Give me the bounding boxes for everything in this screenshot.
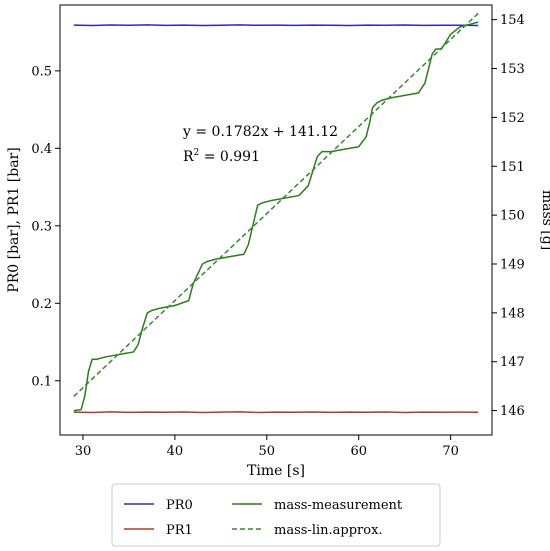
plot-frame — [59, 4, 493, 436]
y-left-tick-label-0: 0.1 — [31, 374, 52, 389]
y-right-tick-label-2: 148 — [500, 306, 525, 321]
series-line-pr1 — [73, 411, 479, 414]
series-layer — [73, 12, 479, 414]
r2-superscript: 2 — [194, 148, 200, 158]
axes-layer: 30 40 50 60 70 0.1 0.2 0.3 0.4 0.5 146 147 148 149 150… — [31, 13, 525, 459]
legend-label-mass-measurement: mass-measurement — [274, 498, 403, 513]
legend-label-pr0: PR0 — [166, 498, 193, 513]
x-axis-label: Time [s] — [247, 463, 305, 479]
series-line-pr0 — [73, 24, 479, 27]
y-right-tick-label-0: 146 — [500, 404, 525, 419]
x-tick-label-0: 30 — [75, 444, 92, 459]
y-right-tick-label-3: 149 — [500, 257, 525, 272]
y-left-tick-label-4: 0.5 — [31, 64, 52, 79]
y-left-tick-label-2: 0.3 — [31, 219, 52, 234]
y-right-tick-label-6: 152 — [500, 111, 525, 126]
legend-box — [111, 483, 441, 547]
y-right-tick-label-4: 150 — [500, 209, 525, 224]
legend: PR0 PR1 mass-measurement mass-lin.approx… — [111, 483, 441, 547]
equation-annotation: y = 0.1782x + 141.12 — [182, 124, 338, 140]
legend-label-pr1: PR1 — [166, 523, 193, 538]
y-axis-label-left: PR0 [bar], PR1 [bar] — [6, 147, 22, 292]
y-left-tick-label-3: 0.4 — [31, 142, 52, 157]
series-line-mass-lin-approx — [73, 12, 479, 397]
series-line-mass-measurement — [73, 21, 479, 412]
y-right-tick-label-1: 147 — [500, 355, 525, 370]
y-right-tick-label-8: 154 — [500, 13, 525, 28]
y-right-tick-label-7: 153 — [500, 62, 525, 77]
legend-label-mass-lin-approx: mass-lin.approx. — [274, 523, 383, 538]
y-right-tick-label-5: 151 — [500, 160, 525, 175]
r2-annotation: R2 = 0.991 — [183, 148, 260, 165]
y-axis-label-right: mass [g] — [539, 190, 550, 250]
x-tick-label-4: 70 — [442, 444, 459, 459]
y-left-tick-label-1: 0.2 — [31, 297, 52, 312]
x-tick-label-1: 40 — [167, 444, 184, 459]
x-tick-label-3: 60 — [350, 444, 367, 459]
x-tick-label-2: 50 — [259, 444, 276, 459]
